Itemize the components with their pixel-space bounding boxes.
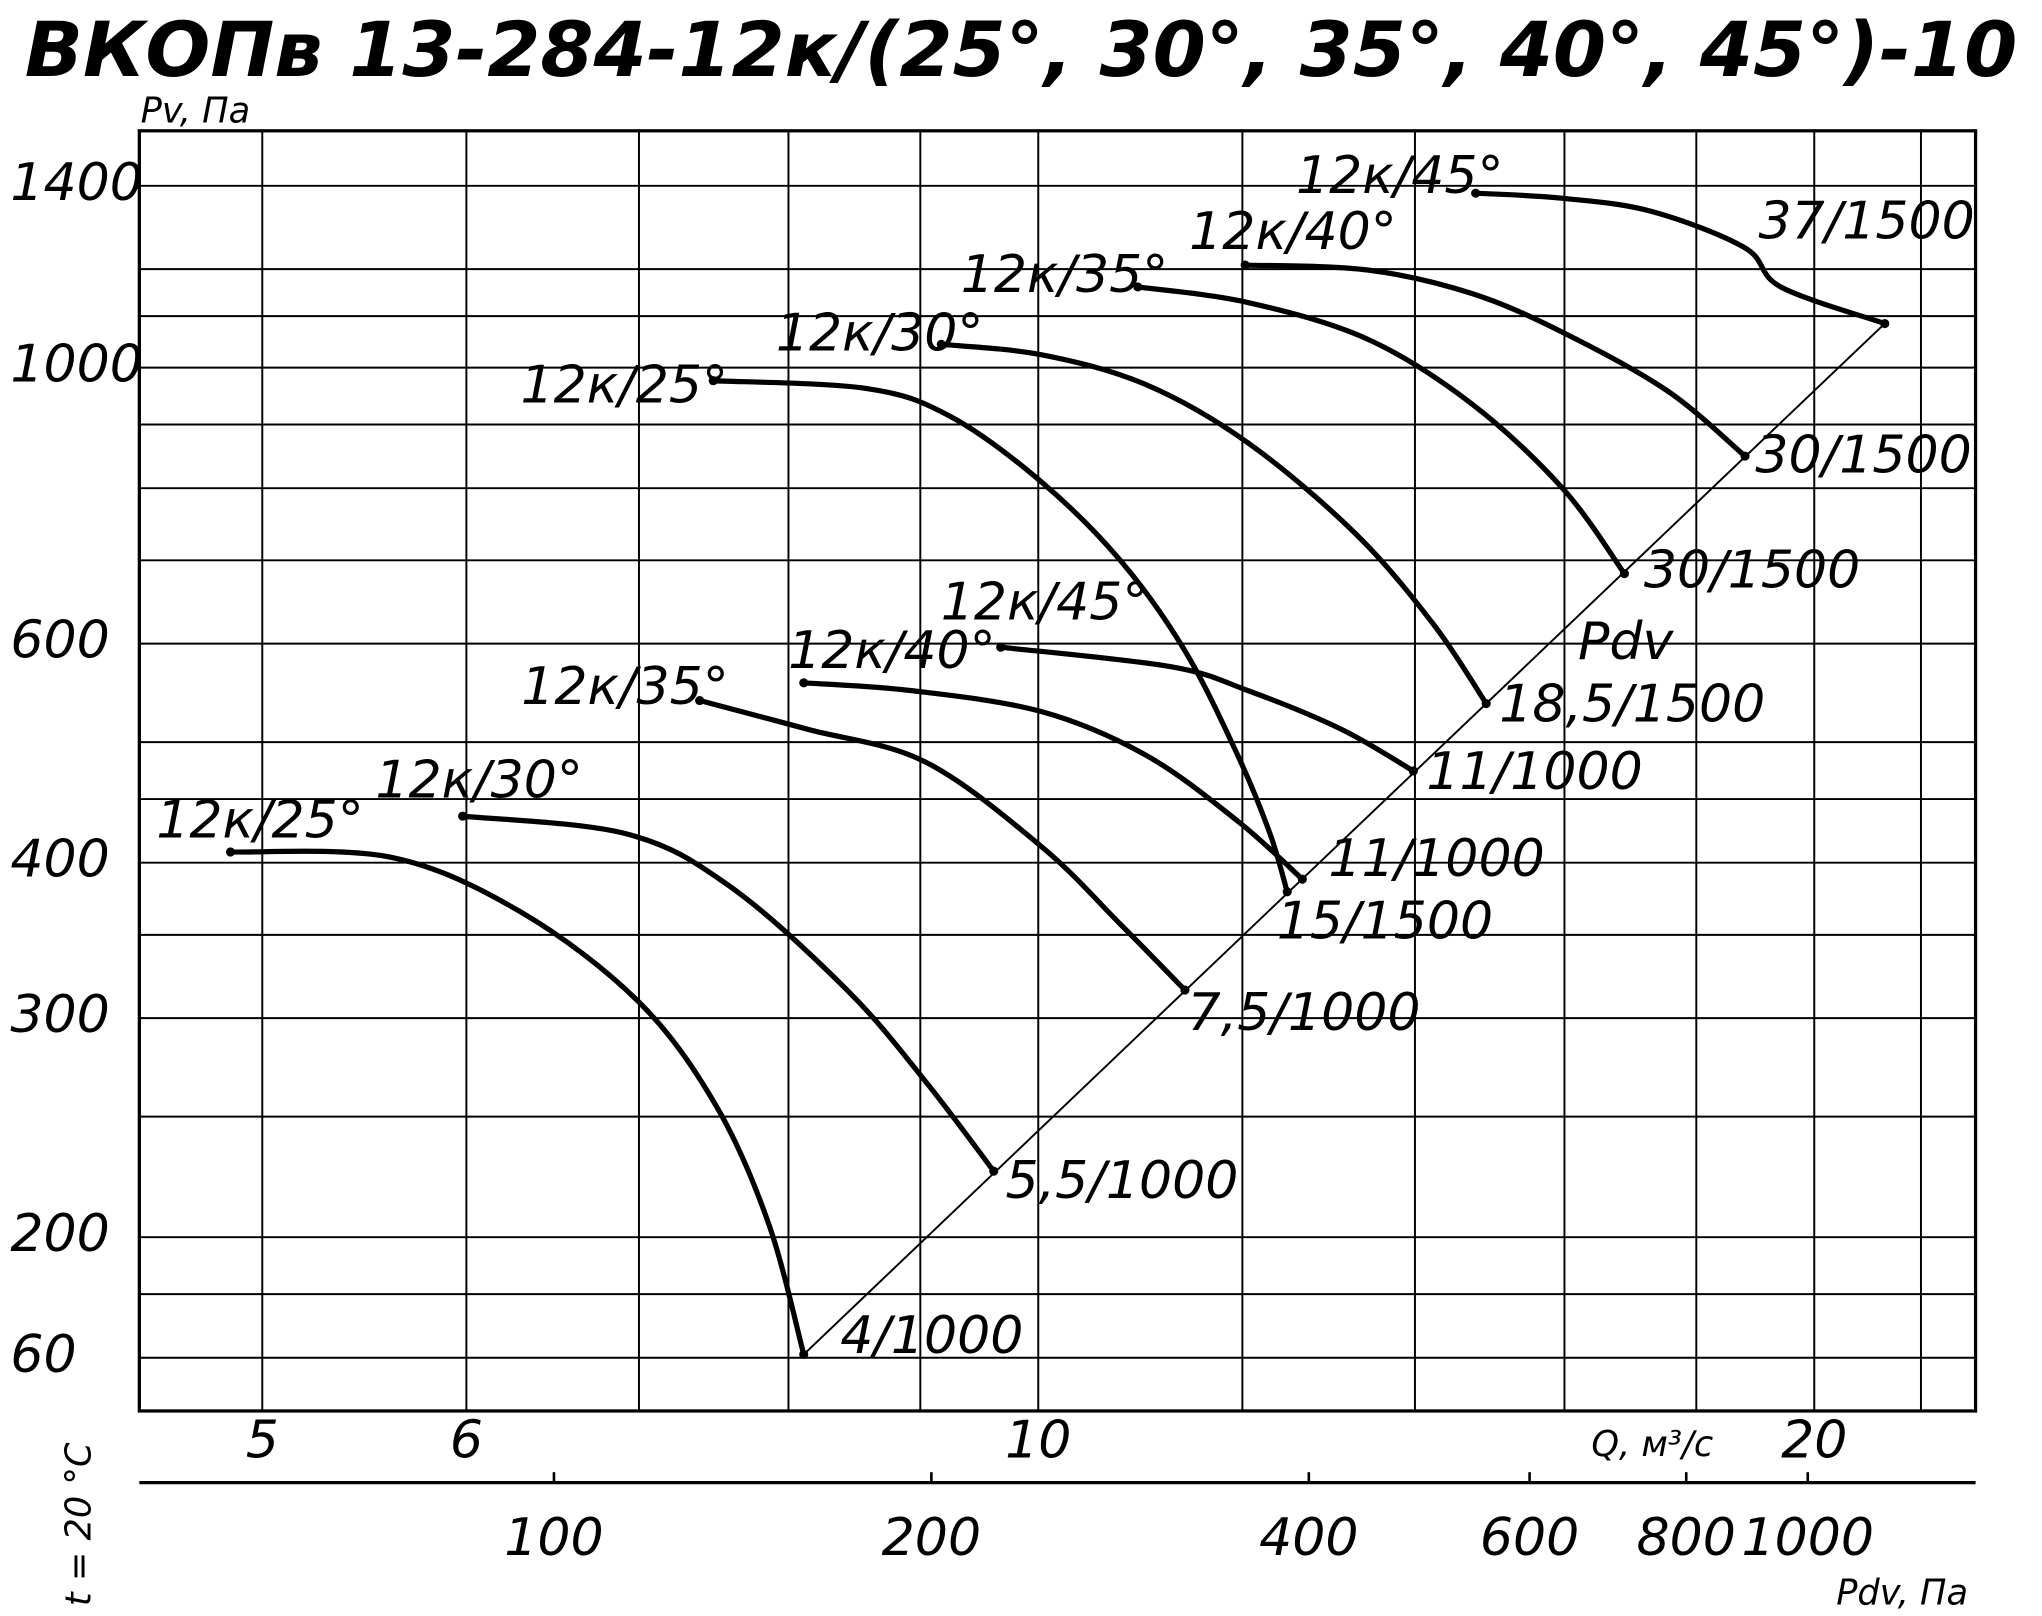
curve xyxy=(802,322,1886,1356)
curve xyxy=(460,813,997,1174)
motor-label: 4/1000 xyxy=(840,1306,1023,1366)
curve-label: 12к/25° xyxy=(520,356,728,416)
motor-label: 15/1500 xyxy=(1277,891,1493,951)
x-tick-label: 20 xyxy=(1781,1411,1847,1471)
end-dot xyxy=(1408,766,1418,776)
curve xyxy=(938,341,1489,707)
end-dot xyxy=(458,811,468,821)
curve xyxy=(710,378,1290,895)
end-dot xyxy=(695,695,705,706)
y-tick-label: 600 xyxy=(10,611,109,671)
y-tick-label: 1400 xyxy=(10,153,143,213)
end-dot xyxy=(1240,260,1250,270)
x-tick-label: 10 xyxy=(1005,1411,1071,1471)
curve-label: 12к/30° xyxy=(776,304,984,364)
curve xyxy=(697,697,1188,993)
x2-tick-label: 200 xyxy=(882,1508,981,1568)
y-tick-label: 60 xyxy=(10,1325,76,1385)
motor-label: 7,5/1000 xyxy=(1188,983,1421,1043)
note: t = 20 °C xyxy=(59,1442,100,1606)
y-tick-label: 1000 xyxy=(10,335,143,395)
curve-label: 12к/45° xyxy=(941,573,1149,633)
end-dot xyxy=(225,847,236,857)
x2-tick-label: 600 xyxy=(1480,1508,1579,1568)
y-tick-label: 400 xyxy=(10,830,109,890)
end-dot xyxy=(1133,282,1143,292)
x2-tick-label: 400 xyxy=(1259,1508,1358,1568)
x2-tick-label: 100 xyxy=(504,1508,603,1568)
curve-label: 12к/25° xyxy=(156,790,364,850)
curve-label: 12к/35° xyxy=(521,657,729,717)
motor-label: 5,5/1000 xyxy=(1005,1151,1238,1211)
curve xyxy=(1242,262,1748,459)
motor-label: 18,5/1500 xyxy=(1499,674,1765,734)
curve-label: 12к/45° xyxy=(1296,146,1504,206)
motor-label: 11/1000 xyxy=(1426,742,1642,802)
end-dot xyxy=(989,1166,999,1176)
motor-label: 37/1500 xyxy=(1758,192,1974,252)
motor-label: 30/1500 xyxy=(1644,541,1860,601)
y-tick-label: 300 xyxy=(10,985,109,1045)
y-axis-label: Pv, Па xyxy=(141,91,250,132)
curve xyxy=(227,848,807,1358)
end-dot xyxy=(936,339,946,349)
x-axis-label: Q, м³/с xyxy=(1591,1424,1713,1465)
curve xyxy=(1135,284,1627,577)
end-dot xyxy=(1282,887,1292,897)
end-dot xyxy=(708,376,718,386)
motor-label: 11/1000 xyxy=(1328,829,1544,889)
x2-tick-label: 800 xyxy=(1637,1508,1736,1568)
end-dot xyxy=(1619,569,1629,579)
motor-label: 30/1500 xyxy=(1755,426,1971,486)
x-tick-label: 5 xyxy=(246,1411,279,1471)
curve-label: 12к/40° xyxy=(1189,202,1397,262)
end-dot xyxy=(1471,188,1481,198)
curve xyxy=(998,644,1416,774)
end-dot xyxy=(996,642,1006,652)
plot-frame xyxy=(137,129,1978,1413)
curve xyxy=(801,680,1305,882)
curve-label: 12к/35° xyxy=(961,245,1169,305)
pdv-line-label: Pdv xyxy=(1578,612,1674,672)
x2-tick-label: 1000 xyxy=(1741,1508,1874,1568)
chart-title: ВКОПв 13-284-12к/(25°, 30°, 35°, 40°, 45… xyxy=(25,6,2018,94)
curve-label: 12к/40° xyxy=(788,621,996,681)
curve xyxy=(1473,190,1888,327)
y-tick-label: 200 xyxy=(10,1204,109,1264)
x2-axis-label: Pdv, Па xyxy=(1836,1573,1968,1614)
curve-label: 12к/30° xyxy=(375,751,583,811)
x-tick-label: 6 xyxy=(450,1411,483,1471)
end-dot xyxy=(799,678,809,688)
